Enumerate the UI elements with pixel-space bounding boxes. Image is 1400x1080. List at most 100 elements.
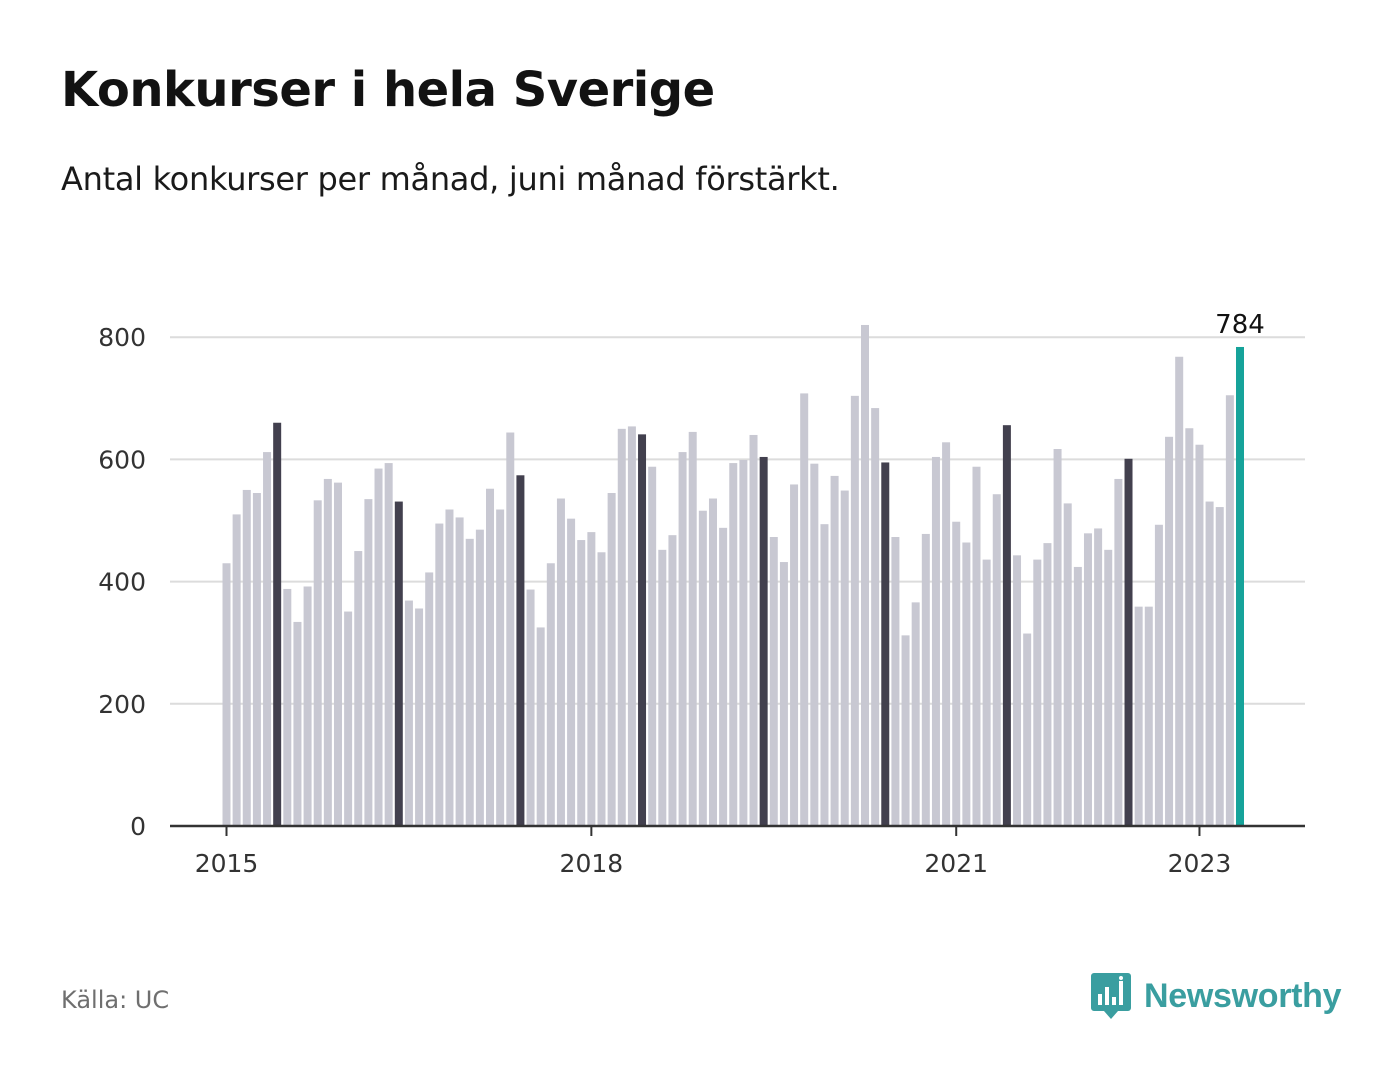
x-tick-label: 2021 [924,849,988,878]
bar [658,549,667,826]
x-tick-label: 2015 [195,849,259,878]
bar [617,428,626,826]
bar [820,524,829,826]
bar [546,563,555,826]
bar [273,422,282,826]
bar [496,509,505,826]
bar [1195,444,1204,826]
y-tick-label: 0 [130,812,146,841]
chart-title: Konkurser i hela Sverige [61,62,715,118]
bar [952,521,961,826]
bar [394,501,403,826]
bar [607,493,616,826]
brand-name: Newsworthy [1144,976,1342,1015]
bar [1205,501,1214,826]
bar [577,540,586,826]
bar [790,484,799,826]
bar [526,589,535,826]
bar [1185,428,1194,826]
bar [1053,449,1062,826]
bar [242,489,251,826]
bar [1175,356,1184,826]
source-note: Källa: UC [61,986,170,1014]
bar [425,572,434,826]
bar [1033,559,1042,826]
y-axis-labels: 0 200 400 800 600 [98,323,146,841]
bar [445,509,454,826]
x-axis [170,824,1305,836]
bar [962,542,971,826]
bar [901,635,910,826]
brand-logo[interactable]: Newsworthy [1090,970,1342,1022]
bar [556,498,565,826]
bar [313,500,322,826]
bar [354,551,363,826]
bar [638,434,647,826]
bar [486,488,495,826]
bar [1023,633,1032,826]
bar [1094,528,1103,826]
bar [668,535,677,826]
bar [263,452,272,826]
bar [1134,606,1143,826]
bar [455,517,464,826]
x-axis-labels: 2015 2018 2021 2023 [195,849,1232,878]
bars [222,324,1244,826]
latest-value-label: 784 [1215,310,1265,340]
bar [830,475,839,826]
bar [627,426,636,826]
bar [1114,478,1123,826]
bar [992,494,1001,826]
bar [364,499,373,826]
bar [881,462,890,826]
bar [739,460,748,826]
bar [708,498,717,826]
bar [567,518,576,826]
bar [648,466,657,826]
bar [516,475,525,826]
bar [719,527,728,826]
bar [972,466,981,826]
bar [475,529,484,826]
bar [283,588,292,826]
bar [465,538,474,826]
y-tick-label: 200 [98,690,146,719]
bar [1124,458,1133,826]
bar [861,324,870,826]
bar [1104,549,1113,826]
bar [1043,543,1052,826]
bar [850,395,859,826]
bar [769,536,778,826]
bar-chart-speech-bubble-icon [1091,973,1131,1019]
bar [729,463,738,826]
bar [252,493,261,826]
chart-subtitle: Antal konkurser per månad, juni månad fö… [61,160,840,198]
bar [344,611,353,826]
bar [779,562,788,826]
bar [303,586,312,826]
bar [921,533,930,826]
bar [232,514,241,826]
bar [1144,606,1153,826]
bar [1236,346,1244,826]
bar [759,456,768,826]
bar [1073,566,1082,826]
bar [1154,524,1163,826]
bar [982,559,991,826]
bar [800,393,809,826]
bar [415,608,424,826]
bar [435,523,444,826]
y-tick-label: 800 [98,323,146,352]
bar [1083,533,1092,826]
bar [678,452,687,826]
bar [374,468,383,826]
x-tick-label: 2018 [560,849,624,878]
bar [1225,395,1234,826]
bar [1165,436,1174,826]
bar [384,463,393,826]
bar-chart: 0 200 400 800 600 2015 2018 2021 2023 784 [98,310,1305,878]
y-tick-label: 600 [98,445,146,474]
x-tick-label: 2023 [1168,849,1232,878]
bar [333,482,342,826]
bar [1063,503,1072,826]
